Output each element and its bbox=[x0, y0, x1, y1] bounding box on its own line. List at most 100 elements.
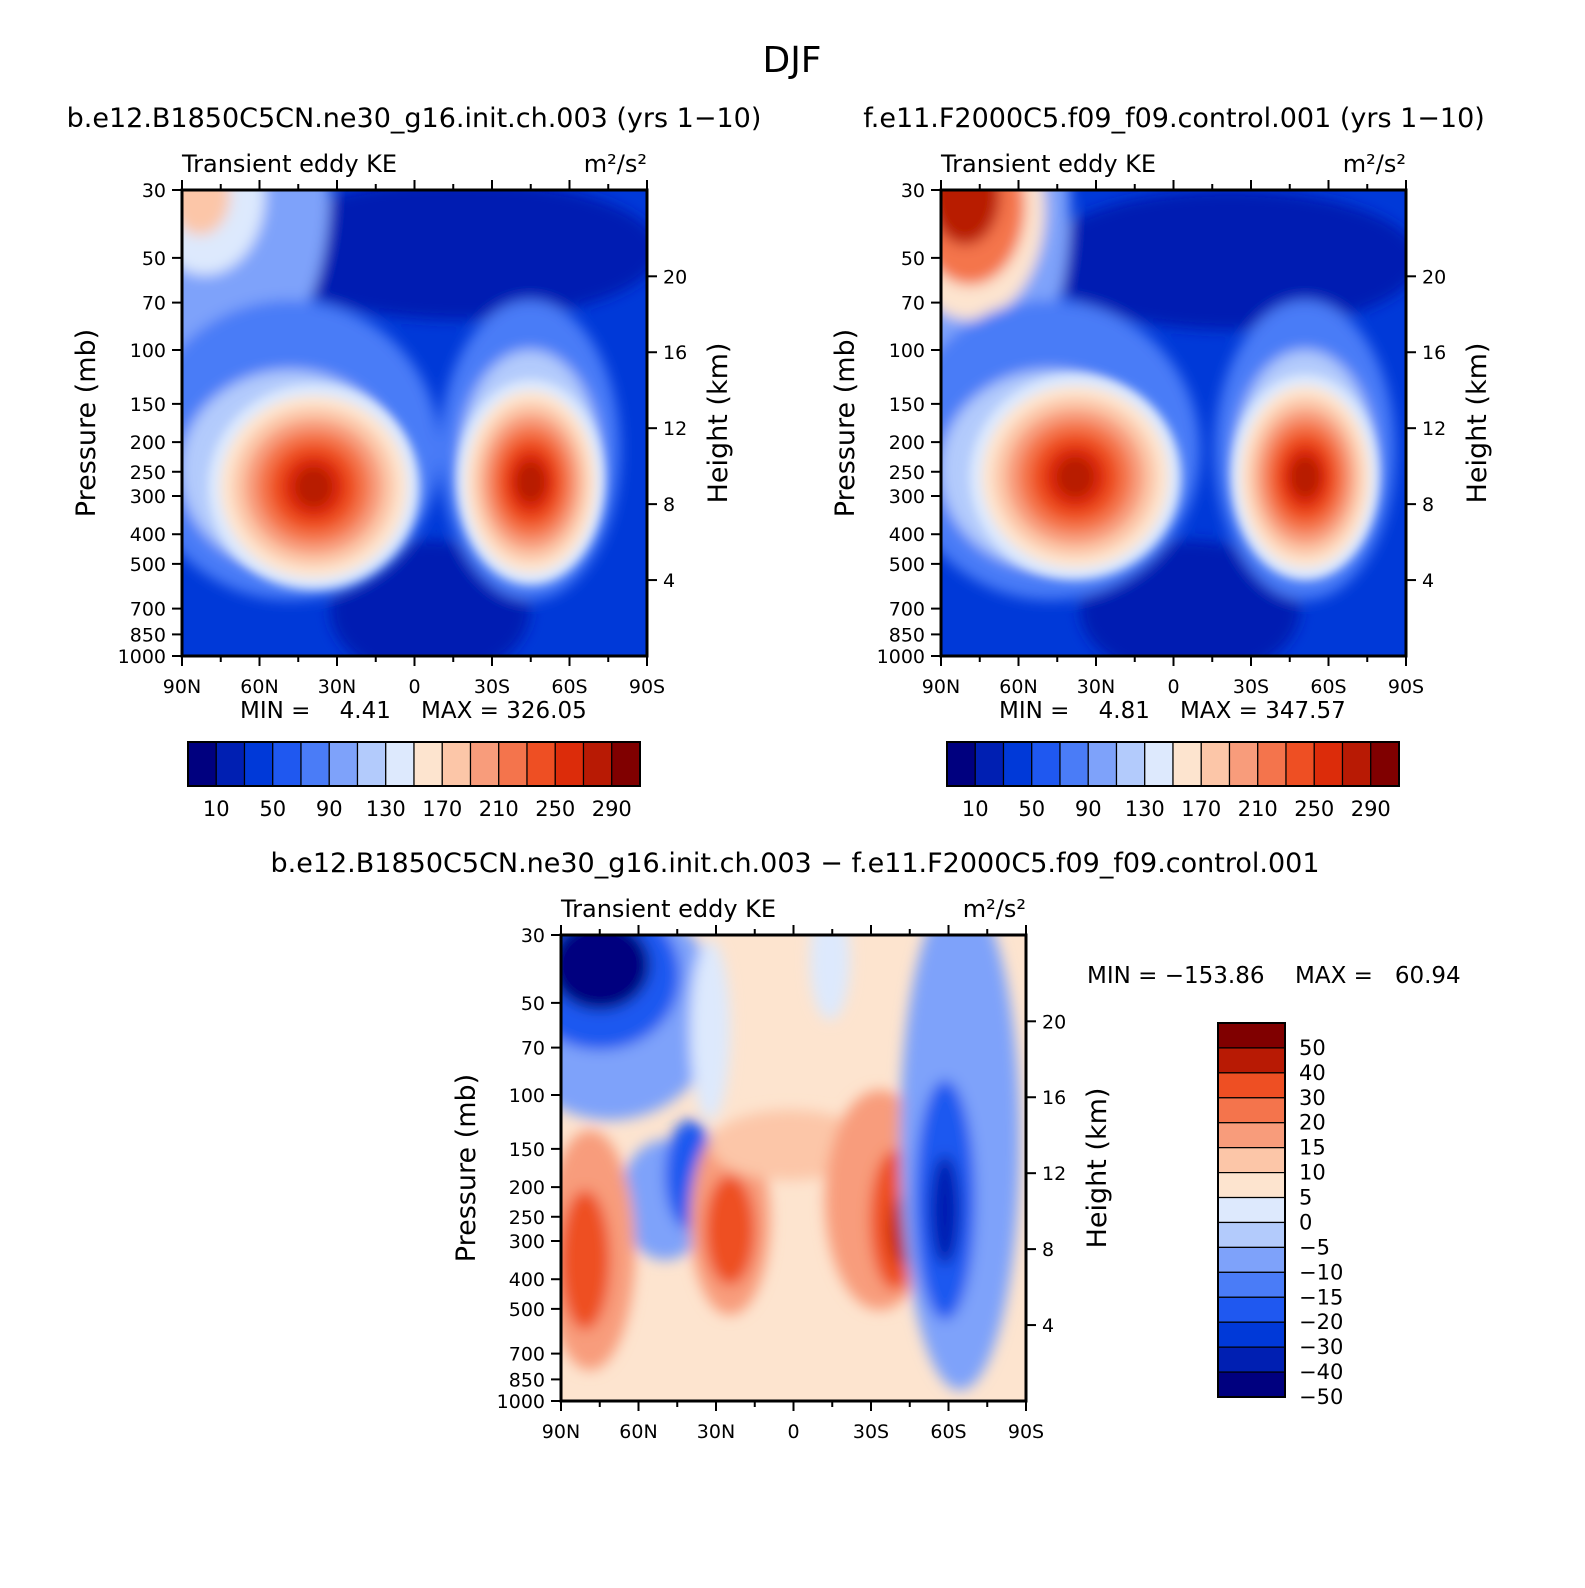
panel-title: f.e11.F2000C5.f09_f09.control.001 (yrs 1… bbox=[863, 103, 1485, 134]
y-tick-label-right: 20 bbox=[663, 266, 687, 288]
y-tick-label: 400 bbox=[509, 1269, 545, 1291]
colorbar-label: −10 bbox=[1299, 1260, 1343, 1284]
x-tick-label: 0 bbox=[408, 676, 420, 698]
y-axis-label: Pressure (mb) bbox=[451, 1074, 482, 1262]
x-tick-label: 30N bbox=[1077, 676, 1115, 698]
y-tick-label-right: 8 bbox=[1422, 494, 1434, 516]
x-tick-label: 30N bbox=[697, 1421, 735, 1443]
y-tick-label: 250 bbox=[130, 462, 166, 484]
y-tick-label: 850 bbox=[509, 1369, 545, 1391]
colorbar-box bbox=[611, 741, 641, 787]
y-tick-label: 70 bbox=[142, 293, 166, 315]
colorbar-box bbox=[300, 741, 330, 787]
figure-title: DJF bbox=[762, 40, 821, 81]
y-tick-label: 1000 bbox=[118, 646, 166, 668]
colorbar-label: 290 bbox=[1351, 797, 1391, 821]
colorbar-label: 90 bbox=[1075, 797, 1102, 821]
colorbar-box bbox=[1217, 1246, 1286, 1273]
y-tick-label: 850 bbox=[889, 624, 925, 646]
y-tick-label-right: 16 bbox=[1422, 342, 1446, 364]
colorbar-box bbox=[356, 741, 387, 787]
y-tick-label-right: 4 bbox=[1042, 1315, 1054, 1337]
x-tick-label: 0 bbox=[787, 1421, 799, 1443]
sh-jet-core bbox=[456, 378, 605, 585]
x-axis: 90N 60N 30N 0 30S 60S 90S bbox=[922, 180, 1424, 698]
colorbar-box bbox=[1200, 741, 1231, 787]
y-tick-label: 250 bbox=[889, 462, 925, 484]
x-tick-label: 60N bbox=[999, 676, 1037, 698]
max-label: MAX = 326.05 bbox=[421, 698, 587, 724]
y-tick-label: 400 bbox=[889, 524, 925, 546]
panel-model-b: f.e11.F2000C5.f09_f09.control.001 (yrs 1… bbox=[830, 103, 1493, 821]
left-string: Transient eddy KE bbox=[181, 150, 397, 178]
y-tick-label: 200 bbox=[130, 432, 166, 454]
colorbar-box bbox=[1002, 741, 1033, 787]
colorbar-label: −5 bbox=[1299, 1235, 1330, 1259]
colorbar-label: 210 bbox=[479, 797, 519, 821]
colorbar-box bbox=[441, 741, 472, 787]
colorbar-box bbox=[1087, 741, 1118, 787]
colorbar-box bbox=[974, 741, 1005, 787]
y-tick-label: 150 bbox=[509, 1139, 545, 1161]
y-tick-label: 500 bbox=[509, 1299, 545, 1321]
left-string: Transient eddy KE bbox=[940, 150, 1156, 178]
y-tick-label: 850 bbox=[130, 624, 166, 646]
colorbar-label: 10 bbox=[203, 797, 230, 821]
y-tick-label: 100 bbox=[889, 340, 925, 362]
colorbar-box bbox=[526, 741, 556, 787]
polar-max bbox=[941, 190, 1000, 245]
polar-max bbox=[182, 190, 230, 235]
y-tick-label: 1000 bbox=[877, 646, 925, 668]
colorbar-label: −20 bbox=[1299, 1310, 1343, 1334]
x-tick-label: 60N bbox=[240, 676, 278, 698]
colorbar-box bbox=[1313, 741, 1344, 787]
contour-field bbox=[561, 935, 1026, 1401]
y-tick-label: 250 bbox=[509, 1207, 545, 1229]
y-tick-label: 700 bbox=[889, 599, 925, 621]
colorbar-label: 130 bbox=[1125, 797, 1165, 821]
nh-negative-core bbox=[561, 935, 650, 1010]
colorbar-box bbox=[272, 741, 302, 787]
units-label: m²/s² bbox=[584, 150, 647, 178]
x-axis: 90N 60N 30N 0 30S 60S 90S bbox=[542, 925, 1044, 1443]
colorbar-label: 50 bbox=[1299, 1036, 1326, 1060]
y-axis-right: 20 16 12 8 4 bbox=[1406, 266, 1446, 592]
x-tick-label: 60S bbox=[930, 1421, 966, 1443]
y-tick-label: 30 bbox=[901, 180, 925, 202]
contour-field bbox=[182, 190, 647, 656]
colorbar-box bbox=[1217, 1271, 1286, 1298]
colorbar-label: 130 bbox=[366, 797, 406, 821]
y-tick-label-right: 20 bbox=[1422, 266, 1446, 288]
min-label: MIN = 4.41 bbox=[240, 698, 391, 724]
nh-jet-core bbox=[969, 373, 1182, 580]
min-label: MIN = −153.86 bbox=[1087, 963, 1264, 989]
colorbar-label: 250 bbox=[1294, 797, 1334, 821]
units-label: m²/s² bbox=[1343, 150, 1406, 178]
y-tick-label: 300 bbox=[889, 486, 925, 508]
colorbar-label: 170 bbox=[1181, 797, 1221, 821]
colorbar-box bbox=[328, 741, 359, 787]
colorbar-label: 10 bbox=[962, 797, 989, 821]
y-tick-label-right: 16 bbox=[663, 342, 687, 364]
colorbar-box bbox=[1031, 741, 1061, 787]
colorbar-label: 40 bbox=[1299, 1061, 1326, 1085]
colorbar-box bbox=[946, 741, 976, 787]
y-axis-label-right: Height (km) bbox=[703, 343, 734, 504]
x-tick-label: 30S bbox=[474, 676, 510, 698]
y-tick-label: 70 bbox=[521, 1038, 545, 1060]
units-label: m²/s² bbox=[963, 895, 1026, 923]
y-axis-label-right: Height (km) bbox=[1082, 1088, 1113, 1249]
colorbar-box bbox=[469, 741, 500, 787]
colorbar-label: 210 bbox=[1238, 797, 1278, 821]
x-tick-label: 90N bbox=[542, 1421, 580, 1443]
colorbar-box bbox=[1217, 1371, 1286, 1398]
polar-positive-core bbox=[561, 1190, 610, 1330]
y-tick-label: 1000 bbox=[497, 1391, 545, 1413]
colorbar-box bbox=[1217, 1196, 1286, 1224]
colorbar-box bbox=[243, 741, 274, 787]
colorbar-box bbox=[1217, 1047, 1286, 1074]
y-axis-right: 20 16 12 8 4 bbox=[647, 266, 687, 592]
y-tick-label-right: 8 bbox=[1042, 1239, 1054, 1261]
y-tick-label-right: 12 bbox=[1042, 1163, 1066, 1185]
max-label: MAX = 60.94 bbox=[1295, 963, 1461, 989]
